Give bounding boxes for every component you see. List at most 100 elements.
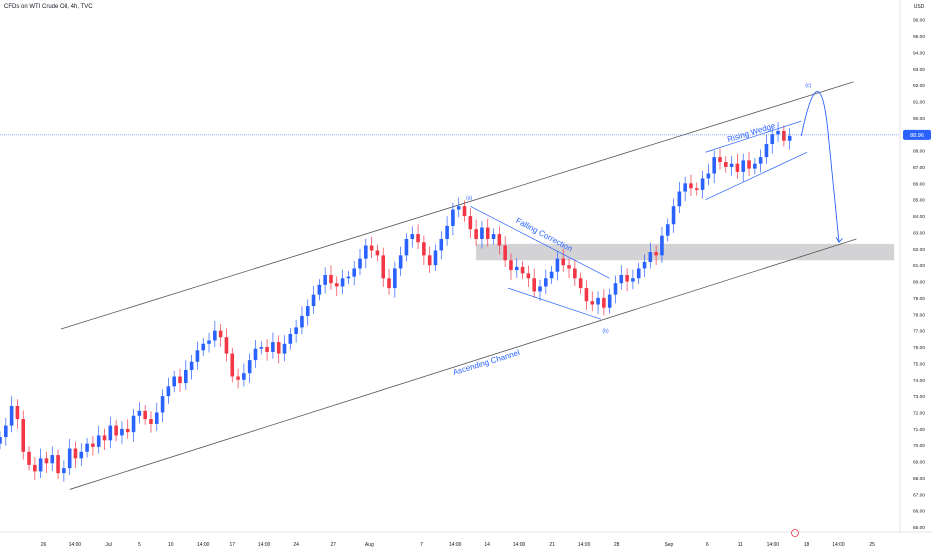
candle xyxy=(33,457,37,481)
candle-body xyxy=(9,405,14,426)
candle-body xyxy=(276,342,281,354)
candle-body xyxy=(282,343,287,354)
candle xyxy=(218,323,223,347)
candle xyxy=(526,265,531,287)
candle xyxy=(247,353,252,383)
candle xyxy=(282,335,287,362)
chart-title: CFDs on WTI Crude Oil, 4h, TVC xyxy=(4,4,93,10)
x-tick-label: 14:00 xyxy=(258,542,271,548)
y-tick-label: 75.00 xyxy=(913,361,925,367)
candle-body xyxy=(311,294,316,307)
y-tick-label: 67.00 xyxy=(913,492,925,498)
y-tick-label: 88.00 xyxy=(913,149,925,155)
candle-body xyxy=(741,160,746,172)
candle xyxy=(590,291,595,312)
candle xyxy=(665,218,670,242)
candle xyxy=(782,125,786,147)
y-tick-label: 90.00 xyxy=(913,116,925,122)
time-axis[interactable]: 26 14:00 Jul 5 10 14:00 17 14:00 24 27 Aug 7 14:00 14… xyxy=(41,542,875,548)
candle xyxy=(38,448,43,479)
candle xyxy=(317,279,322,301)
candle-body xyxy=(689,183,693,189)
candle xyxy=(491,228,496,245)
y-tick-label: 93.00 xyxy=(913,67,925,73)
candle xyxy=(683,176,687,202)
x-tick-label: 18 xyxy=(804,542,810,548)
candle xyxy=(607,288,612,314)
candle xyxy=(381,247,386,287)
candle xyxy=(410,226,415,248)
candle-body xyxy=(776,130,780,135)
y-tick-label: 66.00 xyxy=(913,509,925,515)
candle-body xyxy=(114,425,118,436)
candle xyxy=(9,396,14,433)
candle-body xyxy=(491,234,496,239)
candle-body xyxy=(503,245,507,261)
candle-body xyxy=(416,234,420,243)
event-marker-icon[interactable] xyxy=(791,529,799,537)
x-tick-label: 25 xyxy=(869,542,875,548)
candle xyxy=(642,254,647,278)
candle xyxy=(265,339,269,361)
price-axis[interactable]: 65.00 66.00 67.00 68.00 69.00 70.00 71.00 72.00… xyxy=(913,18,925,531)
candle xyxy=(259,341,264,355)
candle xyxy=(375,244,380,262)
candle-body xyxy=(625,275,629,282)
candle-body xyxy=(56,455,60,474)
candle-body xyxy=(555,258,560,272)
candle xyxy=(584,280,589,310)
candle-body xyxy=(120,428,124,436)
candle xyxy=(369,236,374,259)
x-tick-label: 5 xyxy=(138,542,141,548)
candle xyxy=(636,262,641,285)
y-tick-label: 92.00 xyxy=(913,83,925,89)
candle xyxy=(462,200,467,222)
candle-body xyxy=(201,343,206,351)
candle-body xyxy=(410,234,415,239)
x-tick-label: 14:00 xyxy=(449,542,462,548)
candle xyxy=(625,268,629,292)
candle-body xyxy=(747,160,751,169)
candle xyxy=(509,253,513,280)
candle-body xyxy=(340,278,345,287)
candle-body xyxy=(352,268,356,277)
candle xyxy=(544,269,548,295)
candle-body xyxy=(166,386,171,397)
ascending-channel-label: Ascending Channel xyxy=(452,348,521,377)
candle xyxy=(439,231,444,260)
candle-body xyxy=(195,350,200,362)
candle xyxy=(242,363,246,387)
candle xyxy=(538,279,542,302)
y-tick-label: 86.00 xyxy=(913,181,925,187)
x-tick-label: 14:00 xyxy=(578,542,591,548)
candle xyxy=(735,154,740,179)
candle-body xyxy=(700,178,705,190)
candle xyxy=(532,268,536,299)
candle-body xyxy=(172,376,176,387)
candle xyxy=(497,226,502,255)
candle-body xyxy=(520,266,525,274)
candle xyxy=(689,174,693,196)
candle xyxy=(44,451,49,473)
candle-body xyxy=(485,227,490,239)
candle xyxy=(764,134,769,164)
candle xyxy=(253,339,258,368)
candle-body xyxy=(213,330,217,341)
y-tick-label: 80.00 xyxy=(913,280,925,286)
candle-body xyxy=(253,348,258,361)
candle xyxy=(271,332,275,359)
candle xyxy=(555,250,560,281)
wedge-upper-line xyxy=(705,120,802,153)
candle-body xyxy=(224,337,229,354)
candle-body xyxy=(218,330,223,338)
candle xyxy=(573,259,577,286)
candle xyxy=(770,127,775,154)
candle-body xyxy=(346,276,351,279)
candle xyxy=(474,219,478,246)
candle xyxy=(166,377,171,404)
currency-label: USD xyxy=(914,4,925,10)
candle-body xyxy=(317,284,322,295)
candle-body xyxy=(753,163,757,169)
candle xyxy=(776,122,780,142)
